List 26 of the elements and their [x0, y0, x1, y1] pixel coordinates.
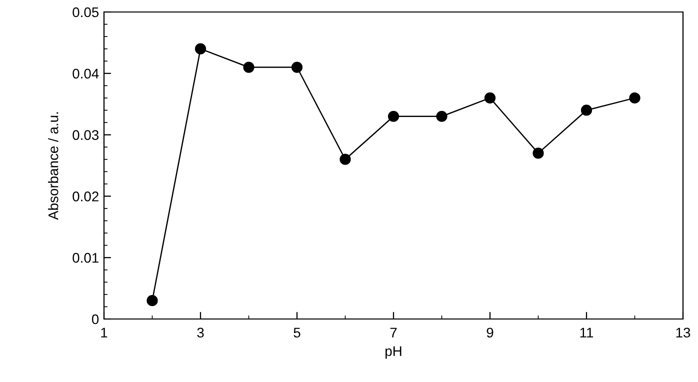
point: [580, 104, 592, 116]
y-axis-title: Absorbance / a.u.: [48, 112, 58, 220]
x-axis-title: pH: [386, 346, 402, 359]
point: [532, 148, 544, 159]
x-tick-label: 7: [390, 328, 397, 338]
x-tick-label: 11: [580, 328, 594, 338]
point: [146, 295, 158, 306]
point: [436, 110, 448, 122]
x-tick-label: 13: [676, 328, 690, 338]
y-tick-label: 0.05: [72, 7, 99, 18]
point: [629, 92, 640, 104]
point: [243, 62, 254, 73]
y-tick-label: 0.03: [72, 130, 99, 140]
point: [484, 92, 496, 104]
y-tick-label: 0.02: [72, 192, 98, 202]
x-tick-label: 1: [101, 328, 108, 338]
y-tick-label: 0.01: [72, 252, 98, 263]
point: [194, 43, 206, 54]
x-tick-label: 3: [197, 328, 204, 338]
y-tick-label: 0.04: [72, 68, 99, 79]
x-tick-label: 9: [486, 328, 494, 338]
point: [340, 154, 351, 165]
x-tick-label: 5: [294, 328, 300, 338]
point: [291, 62, 303, 73]
y-tick-label: 0: [92, 314, 99, 324]
point: [388, 110, 400, 122]
